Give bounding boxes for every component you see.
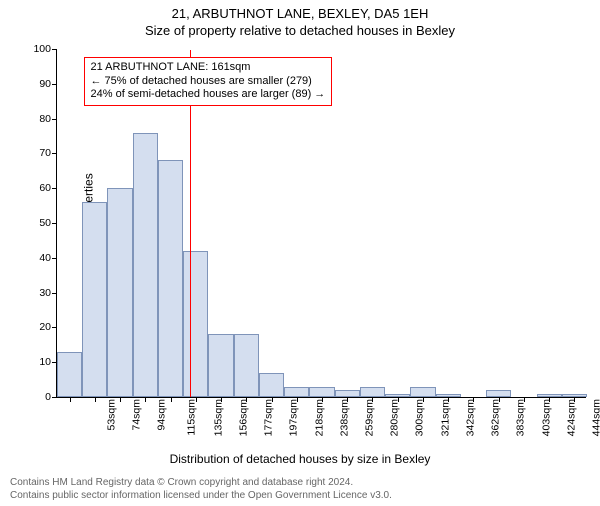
x-tick-mark [549,397,550,402]
x-tick-mark [574,397,575,402]
x-tick: 342sqm [464,399,476,436]
x-tick-mark [120,397,121,402]
x-tick-mark [499,397,500,402]
x-tick-mark [221,397,222,402]
histogram-bar [486,390,511,397]
annotation-box: 21 ARBUTHNOT LANE: 161sqm← 75% of detach… [84,57,333,106]
x-tick-mark [70,397,71,402]
x-tick: 115sqm [186,399,198,436]
x-tick-mark [372,397,373,402]
y-tick: 100 [21,43,51,55]
x-tick: 321sqm [439,399,451,436]
y-tick: 20 [21,321,51,333]
histogram-bar [133,133,158,397]
x-tick-mark [145,397,146,402]
histogram-bar [335,390,360,397]
footer-attribution: Contains HM Land Registry data © Crown c… [10,476,392,502]
plot-area: 010203040506070809010053sqm74sqm94sqm115… [56,50,586,398]
x-tick: 362sqm [490,399,502,436]
x-tick-mark [297,397,298,402]
x-tick: 403sqm [540,399,552,436]
x-tick-mark [171,397,172,402]
histogram-bar [183,251,208,397]
annotation-line: ← 75% of detached houses are smaller (27… [91,75,326,89]
x-tick-mark [473,397,474,402]
x-tick: 444sqm [591,399,600,436]
footer-line-1: Contains HM Land Registry data © Crown c… [10,476,392,489]
x-tick: 218sqm [313,399,325,436]
x-tick-mark [196,397,197,402]
x-tick: 94sqm [156,399,168,431]
chart-title: 21, ARBUTHNOT LANE, BEXLEY, DA5 1EH [0,6,600,21]
y-tick: 40 [21,252,51,264]
x-tick-mark [448,397,449,402]
x-tick: 259sqm [363,399,375,436]
x-tick-mark [246,397,247,402]
y-tick: 50 [21,217,51,229]
y-tick: 90 [21,78,51,90]
x-tick: 238sqm [338,399,350,436]
histogram-bar [107,188,132,397]
histogram-bar [234,334,259,397]
histogram-bar [259,373,284,397]
x-tick-mark [272,397,273,402]
x-tick: 383sqm [515,399,527,436]
x-tick: 197sqm [288,399,300,436]
x-tick: 300sqm [414,399,426,436]
x-tick: 177sqm [262,399,274,436]
histogram-bar [208,334,233,397]
x-axis-label: Distribution of detached houses by size … [0,452,600,466]
x-tick-mark [322,397,323,402]
y-tick: 30 [21,287,51,299]
y-tick: 10 [21,356,51,368]
x-tick-mark [347,397,348,402]
y-tick: 0 [21,391,51,403]
x-tick: 135sqm [212,399,224,436]
x-tick-mark [95,397,96,402]
histogram-bar [158,160,183,397]
histogram-bar [309,387,334,397]
y-tick: 70 [21,147,51,159]
histogram-bar [410,387,435,397]
annotation-line: 21 ARBUTHNOT LANE: 161sqm [91,61,326,75]
histogram-bar [82,202,107,397]
chart-subtitle: Size of property relative to detached ho… [0,23,600,38]
y-tick: 60 [21,182,51,194]
x-tick: 280sqm [389,399,401,436]
x-tick: 424sqm [565,399,577,436]
x-tick: 74sqm [130,399,142,431]
x-tick-mark [398,397,399,402]
footer-line-2: Contains public sector information licen… [10,489,392,502]
histogram-bar [360,387,385,397]
y-tick: 80 [21,113,51,125]
histogram-bar [284,387,309,397]
annotation-line: 24% of semi-detached houses are larger (… [91,88,326,102]
x-tick-mark [423,397,424,402]
histogram-bar [57,352,82,397]
x-tick: 53sqm [105,399,117,431]
x-tick: 156sqm [237,399,249,436]
x-tick-mark [524,397,525,402]
